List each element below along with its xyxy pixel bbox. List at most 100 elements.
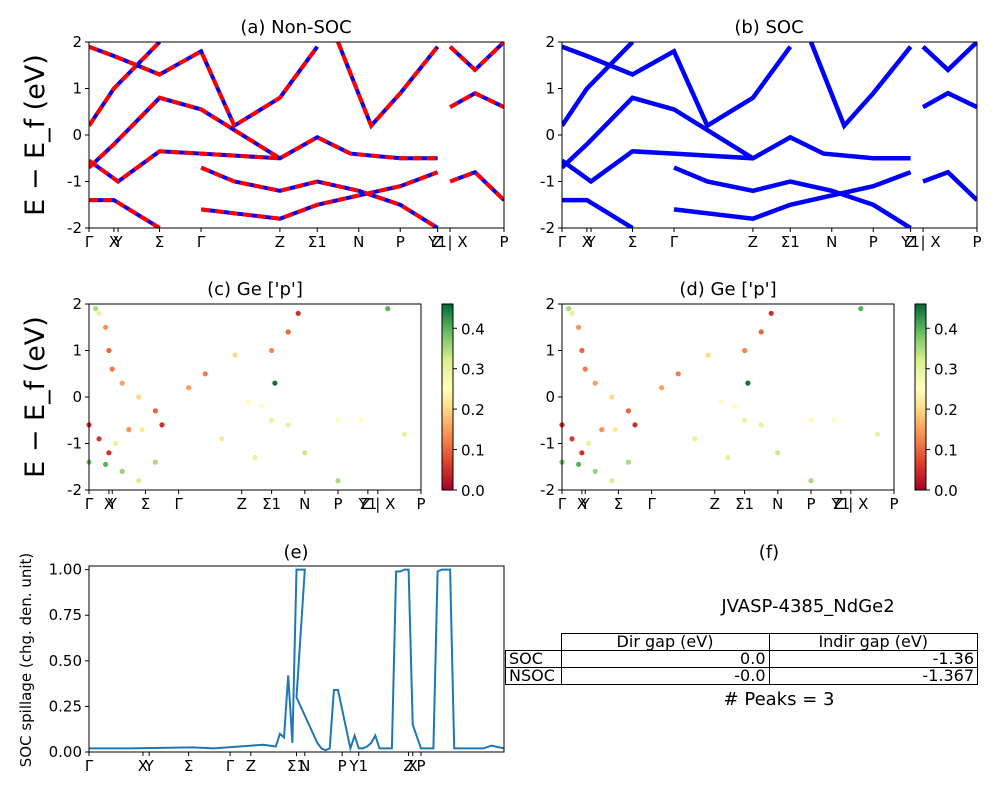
xtick-label: X	[138, 757, 148, 775]
scatter-point	[159, 422, 165, 428]
ytick-label: 1	[545, 342, 555, 360]
scatter-point	[295, 310, 301, 316]
scatter-point	[302, 450, 308, 456]
ytick-label: 0.25	[49, 697, 82, 715]
scatter-point	[758, 422, 764, 428]
colorbar-tick-label: 0.1	[461, 442, 485, 460]
scatter-point	[609, 394, 615, 400]
scatter-point	[725, 454, 731, 460]
xtick-label: P	[416, 495, 425, 513]
scatter-point	[96, 310, 102, 316]
panel-e: 0.000.250.500.751.00Γ XY Σ Γ Z Σ1N P Y1 ZXP	[49, 561, 505, 775]
ytick-label: 1	[72, 342, 82, 360]
scatter-point	[106, 450, 112, 456]
scatter-point	[152, 459, 158, 465]
panel-d-title: (d) Ge ['p']	[679, 279, 776, 300]
xtick-label: Z	[748, 233, 758, 251]
spillage-line	[89, 568, 505, 753]
colorbar-tick-label: 0.4	[461, 320, 485, 338]
band-ylabel-middle: E − E_f (eV)	[20, 316, 51, 478]
scatter-point	[285, 422, 291, 428]
ytick-label: 0	[72, 126, 82, 144]
xtick-label: Σ	[184, 757, 193, 775]
band-line-dashed-4	[200, 165, 439, 228]
ytick-label: -2	[67, 481, 82, 499]
spillage-ylabel: SOC spillage (chg. den. unit)	[17, 553, 35, 768]
scatter-point	[742, 347, 748, 354]
xtick-label: P	[416, 757, 425, 775]
scatter-point	[96, 436, 102, 442]
colorbar	[441, 303, 454, 491]
xtick-label: Z	[710, 495, 720, 513]
xtick-label: X	[582, 233, 592, 251]
scatter-point	[401, 431, 407, 437]
scatter-point	[335, 417, 341, 423]
band-line-10	[921, 42, 977, 73]
band-line-0	[562, 42, 635, 127]
row-indir-gap: -1.36	[768, 650, 978, 668]
panel-e-title: (e)	[283, 542, 308, 563]
scatter-point	[106, 347, 112, 354]
colorbar-tick-label: 0.3	[934, 361, 958, 379]
scatter-point	[609, 478, 615, 484]
xtick-label: Γ	[85, 495, 94, 513]
xtick-label: Z | X	[360, 495, 395, 513]
xtick-label: Y	[112, 233, 123, 251]
xtick-label: P	[972, 233, 981, 251]
scatter-point	[768, 310, 774, 316]
scatter-point	[139, 427, 145, 433]
xtick-label: Y	[585, 233, 596, 251]
scatter-point	[675, 371, 681, 377]
band-line-dashed-1	[89, 135, 438, 184]
xtick-label: Σ1	[262, 495, 281, 513]
scatter-point	[592, 380, 598, 386]
scatter-point	[103, 461, 109, 467]
scatter-point	[232, 352, 238, 358]
scatter-point	[858, 306, 864, 312]
material-id: JVASP-4385_NdGe2	[720, 596, 894, 617]
ytick-label: -1	[67, 435, 82, 453]
scatter-point	[758, 329, 764, 335]
xtick-label: Γ	[85, 233, 94, 251]
xtick-label: N	[772, 495, 783, 513]
xtick-label: Y1	[831, 495, 851, 513]
band-line-dashed-2	[89, 95, 281, 170]
xtick-label: Z | X	[905, 233, 940, 251]
xtick-label: Y1	[427, 233, 447, 251]
band-line-dashed-3	[89, 198, 161, 228]
xtick-label: Γ	[226, 757, 235, 775]
scatter-point	[566, 306, 572, 312]
scatter-point	[582, 366, 588, 372]
xtick-label: Σ1	[287, 757, 306, 775]
xtick-label: Σ1	[308, 233, 327, 251]
scatter-point	[625, 459, 632, 465]
ytick-label: 2	[545, 33, 555, 51]
band-line-4	[673, 165, 912, 228]
scatter-point	[569, 436, 575, 442]
ytick-label: 0	[72, 388, 82, 406]
row-dir-gap: -0.0	[560, 667, 770, 685]
band-line-10	[448, 42, 504, 73]
scatter-point	[874, 431, 881, 437]
xtick-label: Γ	[197, 233, 206, 251]
row-label: NSOC	[505, 667, 562, 685]
xtick-label: Γ	[174, 495, 183, 513]
scatter-point	[742, 417, 748, 423]
band-line-3	[562, 197, 634, 228]
band-line-5	[562, 44, 793, 129]
ytick-label: 0	[545, 388, 555, 406]
ytick-label: 0.75	[49, 606, 82, 624]
scatter-point	[259, 403, 265, 409]
xtick-label: Z	[246, 757, 256, 775]
band-ylabel-top: E − E_f (eV)	[20, 54, 51, 216]
ytick-label: -1	[540, 173, 555, 191]
xtick-label: P	[499, 233, 508, 251]
ytick-label: 2	[72, 33, 82, 51]
xtick-label: Σ1	[735, 495, 754, 513]
band-line-2	[562, 95, 755, 170]
xtick-label: Σ	[628, 233, 637, 251]
ytick-label: 0.00	[49, 743, 82, 761]
